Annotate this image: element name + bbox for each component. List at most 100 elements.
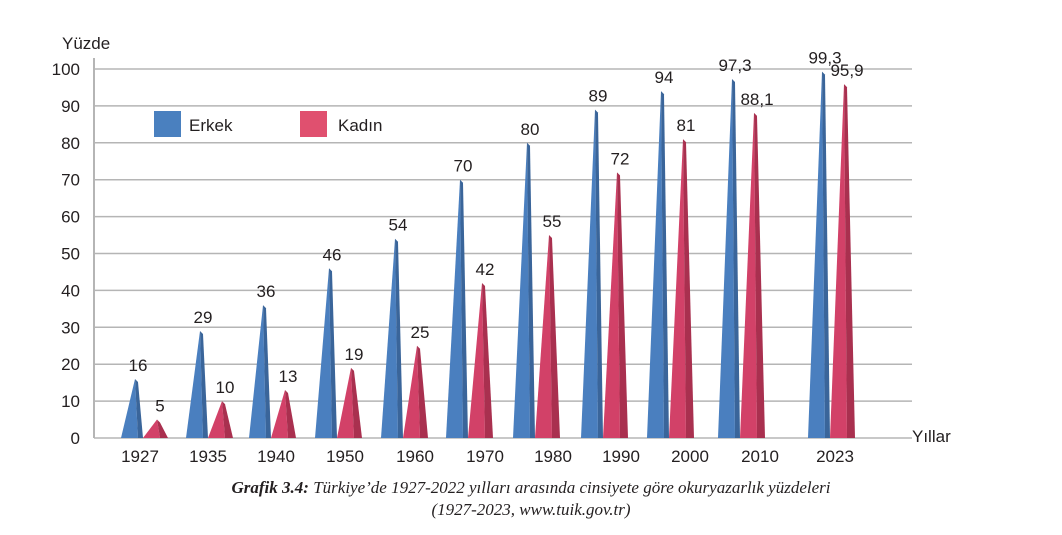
bar-front-face — [603, 172, 620, 438]
bar-kadın-1960 — [403, 345, 428, 438]
bar-side-face — [395, 238, 403, 438]
bar-erkek-1970 — [446, 179, 468, 438]
x-tick-label: 1970 — [466, 447, 504, 466]
y-tick-label: 0 — [71, 429, 80, 448]
bar-kadın-1935 — [208, 401, 233, 438]
legend-swatch-kadin — [300, 111, 327, 137]
data-label: 5 — [155, 397, 164, 416]
data-label: 29 — [194, 308, 213, 327]
y-tick-labels: 0 10 20 30 40 50 60 70 80 90 100 — [52, 60, 80, 448]
bar-front-face — [403, 345, 420, 438]
bar-front-face — [337, 367, 354, 438]
x-tick-label: 1960 — [396, 447, 434, 466]
x-tick-label: 1927 — [121, 447, 159, 466]
bar-front-face — [513, 142, 530, 439]
bar-side-face — [222, 401, 233, 438]
bar-erkek-1935 — [186, 330, 208, 438]
bar-side-face — [844, 84, 855, 438]
legend-swatch-erkek — [154, 111, 181, 137]
bar-front-face — [808, 71, 825, 438]
y-tick-label: 90 — [61, 97, 80, 116]
data-label: 99,3 — [808, 49, 841, 68]
y-tick-label: 10 — [61, 392, 80, 411]
bar-side-face — [549, 235, 560, 438]
legend-label-erkek: Erkek — [189, 116, 233, 135]
y-tick-label: 50 — [61, 245, 80, 264]
caption-label: Grafik 3.4: — [231, 478, 309, 497]
data-label: 16 — [129, 356, 148, 375]
bar-front-face — [468, 283, 485, 438]
bar-side-face — [135, 378, 143, 438]
data-label: 95,9 — [830, 61, 863, 80]
legend: Erkek Kadın — [154, 111, 382, 137]
bar-kadın-1940 — [271, 390, 296, 438]
data-label: 42 — [476, 260, 495, 279]
data-label: 46 — [323, 245, 342, 264]
bar-front-face — [315, 268, 332, 438]
bars: 16 5 29 10 36 13 46 19 54 25 70 42 80 55 89 72 94 81 97,3 8… — [121, 49, 864, 439]
bar-erkek-1990 — [581, 109, 603, 438]
bar-erkek-1950 — [315, 268, 337, 438]
bar-kadın-1980 — [535, 235, 560, 438]
bar-side-face — [285, 390, 296, 438]
bar-front-face — [121, 378, 138, 438]
bar-kadın-2000 — [669, 139, 694, 439]
x-tick-label: 2000 — [671, 447, 709, 466]
data-label: 19 — [345, 345, 364, 364]
bar-erkek-2010 — [718, 78, 740, 438]
y-tick-label: 80 — [61, 134, 80, 153]
bar-side-face — [595, 109, 603, 438]
bar-side-face — [527, 142, 535, 439]
data-label: 89 — [589, 87, 608, 106]
data-label: 88,1 — [740, 90, 773, 109]
bar-side-face — [754, 112, 765, 438]
bar-front-face — [581, 109, 598, 438]
bar-front-face — [535, 235, 552, 438]
data-label: 36 — [257, 282, 276, 301]
bar-erkek-2023 — [808, 71, 830, 438]
y-tick-label: 70 — [61, 171, 80, 190]
bar-front-face — [446, 179, 463, 438]
x-axis-title: Yıllar — [912, 427, 951, 446]
bar-front-face — [381, 238, 398, 438]
bar-front-face — [740, 112, 757, 438]
bar-erkek-1940 — [249, 305, 271, 438]
bar-front-face — [647, 91, 664, 438]
literacy-chart: Yüzde Yıllar 0 10 20 30 40 50 60 70 80 90 100 16 5 2… — [52, 34, 951, 466]
x-tick-label: 2010 — [741, 447, 779, 466]
data-label: 80 — [521, 120, 540, 139]
bar-kadın-1990 — [603, 172, 628, 438]
data-label: 81 — [677, 116, 696, 135]
figure-caption: Grafik 3.4: Türkiye’de 1927-2022 yılları… — [0, 478, 1062, 498]
bar-side-face — [329, 268, 337, 438]
data-label: 55 — [543, 212, 562, 231]
bar-side-face — [617, 172, 628, 438]
x-tick-labels: 1927 1935 1940 1950 1960 1970 1980 1990 2000 2010… — [121, 447, 854, 466]
data-label: 94 — [655, 68, 674, 87]
bar-side-face — [732, 78, 740, 438]
data-label: 54 — [389, 216, 408, 235]
bar-kadın-2010 — [740, 112, 765, 438]
caption-source: (1927-2023, www.tuik.gov.tr) — [431, 500, 631, 519]
bar-side-face — [200, 330, 208, 438]
bar-side-face — [351, 367, 362, 438]
bar-side-face — [263, 305, 271, 438]
x-tick-label: 1935 — [189, 447, 227, 466]
bar-front-face — [718, 78, 735, 438]
x-tick-label: 1990 — [602, 447, 640, 466]
bar-kadın-2023 — [830, 84, 855, 438]
bar-kadın-1970 — [468, 283, 493, 438]
bar-erkek-1927 — [121, 378, 143, 438]
bar-side-face — [822, 71, 830, 438]
bar-front-face — [186, 330, 203, 438]
bar-side-face — [157, 419, 168, 438]
bar-front-face — [271, 390, 288, 438]
y-tick-label: 30 — [61, 318, 80, 337]
data-label: 25 — [411, 323, 430, 342]
bar-erkek-1960 — [381, 238, 403, 438]
y-tick-label: 20 — [61, 355, 80, 374]
data-label: 10 — [216, 378, 235, 397]
y-axis-title: Yüzde — [62, 34, 110, 53]
bar-side-face — [417, 345, 428, 438]
